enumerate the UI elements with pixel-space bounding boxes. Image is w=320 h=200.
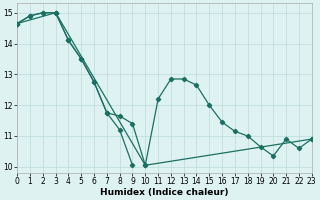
X-axis label: Humidex (Indice chaleur): Humidex (Indice chaleur): [100, 188, 229, 197]
